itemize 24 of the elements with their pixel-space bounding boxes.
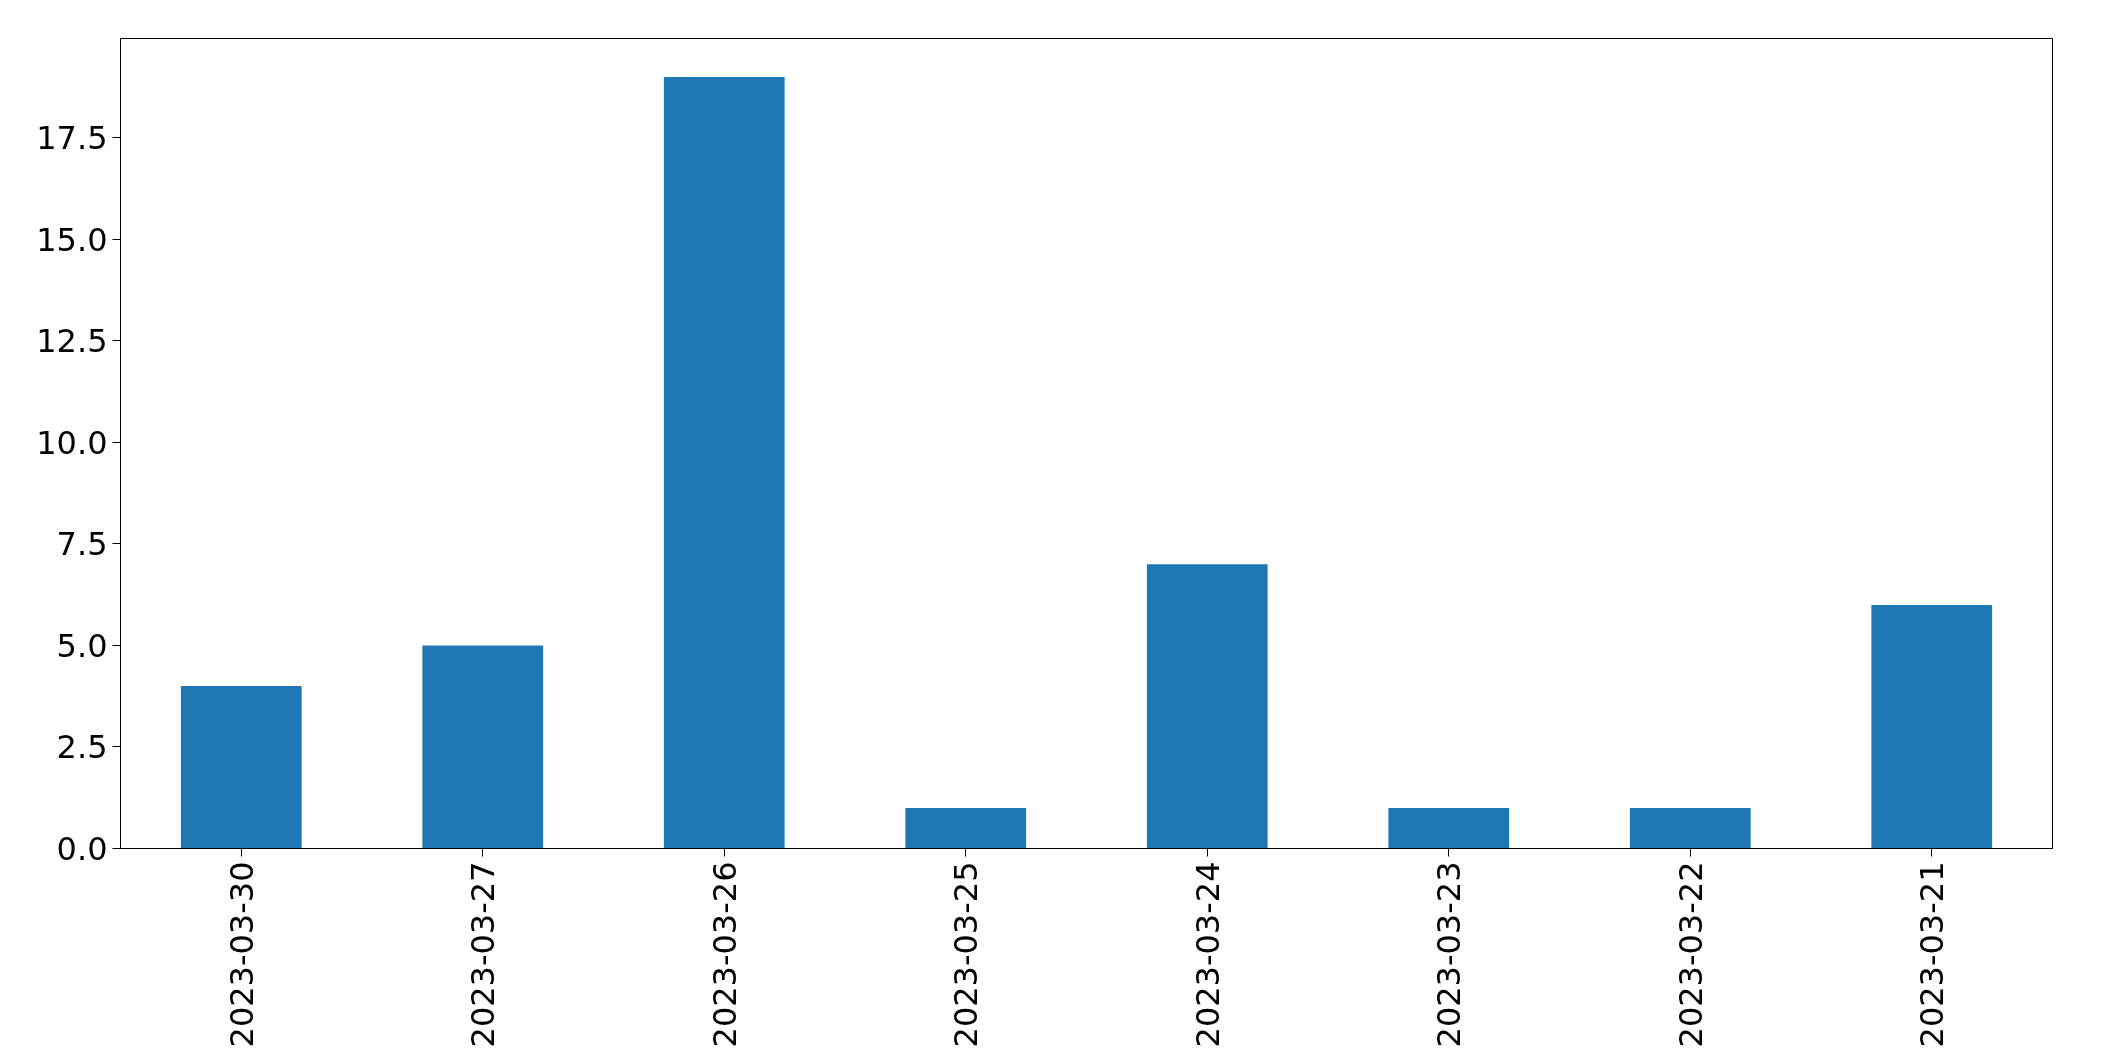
x-tick-label: 2023-03-24: [1188, 861, 1227, 1048]
x-tick-label: 2023-03-30: [222, 861, 261, 1048]
y-tick-label: 0.0: [56, 830, 108, 868]
bar: [905, 807, 1027, 849]
x-tick-label: 2023-03-27: [464, 861, 503, 1048]
bar: [663, 77, 785, 849]
y-tick-label: 15.0: [36, 220, 108, 259]
bar: [1871, 604, 1993, 849]
bar: [1388, 807, 1510, 849]
y-tick-label: 5.0: [56, 626, 108, 665]
y-tick-label: 2.5: [56, 728, 108, 767]
y-tick-label: 10.0: [36, 423, 108, 462]
bar: [180, 686, 302, 849]
x-tick-label: 2023-03-23: [1430, 861, 1469, 1048]
y-tick-label: 12.5: [36, 322, 108, 361]
bar: [1629, 807, 1751, 849]
y-tick-label: 7.5: [56, 525, 108, 564]
bar: [1146, 564, 1268, 849]
x-tick-label: 2023-03-26: [705, 861, 744, 1048]
y-tick-label: 17.5: [36, 119, 108, 158]
bar: [422, 645, 544, 849]
x-tick-label: 2023-03-21: [1913, 861, 1952, 1048]
x-tick-label: 2023-03-25: [947, 861, 986, 1048]
x-tick-label: 2023-03-22: [1671, 861, 1710, 1048]
